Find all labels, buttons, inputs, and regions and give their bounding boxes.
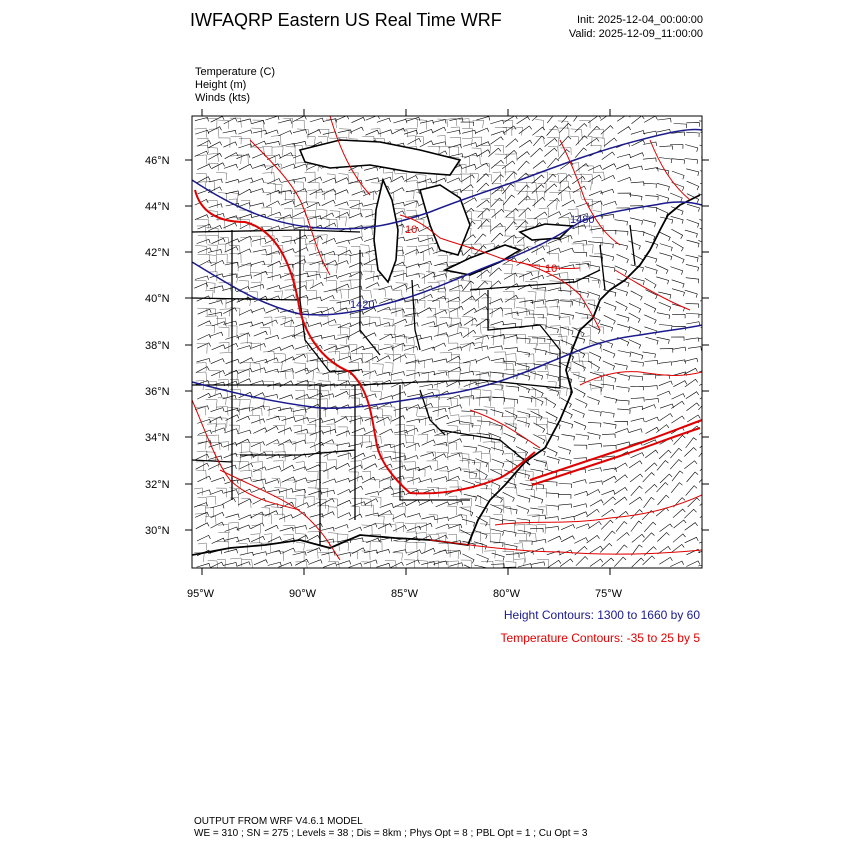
map-frame <box>191 115 703 569</box>
lat-tick-label: 34°N <box>145 432 170 444</box>
lat-tick-label: 46°N <box>145 155 170 167</box>
init-time: Init: 2025-12-04_00:00:00 <box>577 14 703 26</box>
temperature-contour-label: 10 <box>405 224 417 236</box>
lake-ontario <box>518 223 574 241</box>
valid-time: Valid: 2025-12-09_11:00:00 <box>568 28 703 40</box>
lat-tick-label: 32°N <box>145 479 170 491</box>
lon-tick-label: 85°W <box>391 588 419 600</box>
lat-tick-label: 40°N <box>145 293 170 305</box>
lake-erie <box>442 244 522 276</box>
lat-tick-label: 30°N <box>145 525 170 537</box>
lat-tick-label: 42°N <box>145 247 170 259</box>
lon-tick-label: 75°W <box>595 588 623 600</box>
temperature-contours-legend: Temperature Contours: -35 to 25 by 5 <box>500 631 700 645</box>
lat-tick-label: 38°N <box>145 340 170 352</box>
lat-tick-label: 44°N <box>145 201 170 213</box>
height-contour-label: 1480 <box>570 214 594 226</box>
height-contour-label: 1420 <box>350 299 374 311</box>
state-boundaries <box>192 224 636 545</box>
coastline <box>192 194 701 556</box>
lon-tick-label: 80°W <box>493 588 521 600</box>
temperature-contour-label: 10 <box>545 263 557 275</box>
field-height: Height (m) <box>195 79 247 91</box>
height-contours-legend: Height Contours: 1300 to 1660 by 60 <box>503 608 700 622</box>
wind-barbs <box>193 116 702 568</box>
footer-model: OUTPUT FROM WRF V4.6.1 MODEL <box>194 816 363 827</box>
lake-superior <box>298 139 462 176</box>
field-temperature: Temperature (C) <box>195 66 276 78</box>
county-boundaries <box>194 117 605 568</box>
lake-huron <box>419 184 471 256</box>
lake-michigan <box>373 177 399 284</box>
map-title: IWFAQRP Eastern US Real Time WRF <box>190 10 502 30</box>
lon-tick-label: 95°W <box>187 588 215 600</box>
height-contours <box>192 128 702 410</box>
lon-tick-label: 90°W <box>289 588 317 600</box>
footer-config: WE = 310 ; SN = 275 ; Levels = 38 ; Dis … <box>194 828 588 839</box>
field-winds: Winds (kts) <box>195 92 250 104</box>
lat-tick-label: 36°N <box>145 386 170 398</box>
temperature-contours <box>192 116 702 561</box>
